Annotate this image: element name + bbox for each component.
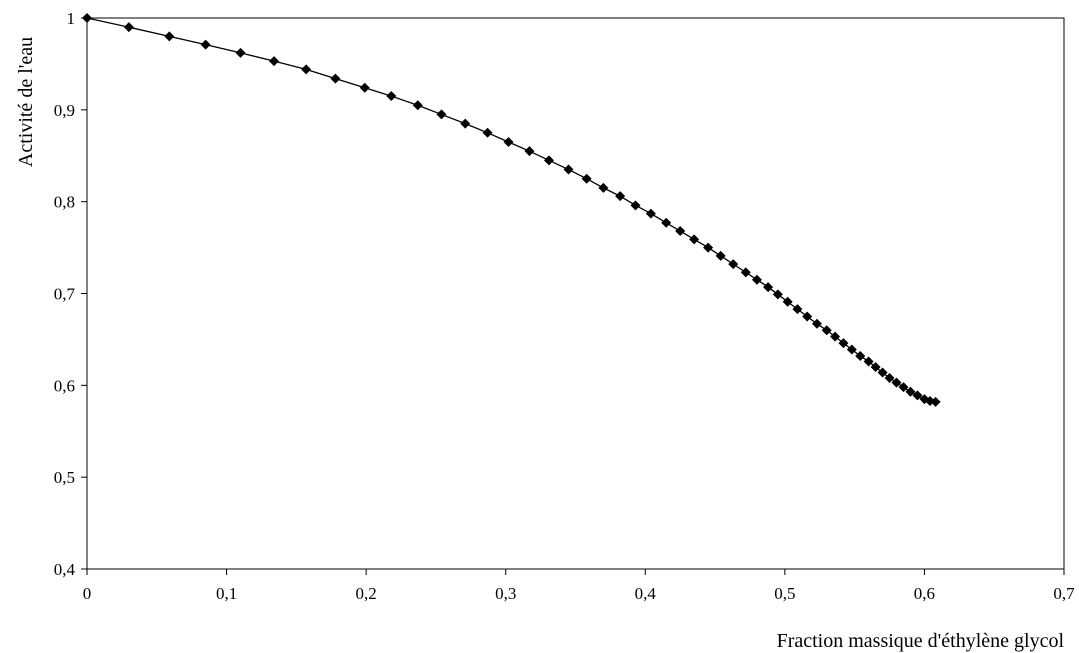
data-point-marker [482, 127, 493, 138]
y-tick-label: 0,9 [54, 101, 75, 120]
data-point-marker [751, 274, 762, 285]
series-markers [82, 13, 941, 407]
plot-area [86, 17, 1065, 570]
y-tick-label: 0,5 [54, 468, 75, 487]
data-point-marker [123, 22, 134, 33]
data-point-marker [689, 234, 700, 245]
data-point-marker [772, 289, 783, 300]
data-point-marker [581, 173, 592, 184]
x-tick-label: 0,5 [774, 584, 795, 603]
data-point-marker [563, 164, 574, 175]
x-tick-label: 0,2 [356, 584, 377, 603]
y-tick-label: 0,8 [54, 193, 75, 212]
data-point-marker [855, 350, 866, 361]
data-point-marker [269, 56, 280, 67]
data-point-marker [891, 377, 902, 388]
data-point-marker [763, 282, 774, 293]
data-point-marker [838, 338, 849, 349]
data-point-marker [661, 217, 672, 228]
data-point-marker [728, 259, 739, 270]
data-point-marker [503, 136, 514, 147]
data-point-marker [615, 191, 626, 202]
data-point-marker [782, 296, 793, 307]
data-point-marker [863, 356, 874, 367]
data-point-marker [386, 91, 397, 102]
x-tick-label: 0 [83, 584, 92, 603]
data-point-marker [675, 226, 686, 237]
data-point-marker [598, 182, 609, 193]
data-point-marker [200, 39, 211, 50]
y-axis-ticks: 0,4 0,5 0,6 0,7 0,8 0,9 1 [54, 9, 87, 579]
data-point-marker [82, 13, 92, 23]
data-point-marker [821, 325, 832, 336]
data-point-marker [846, 344, 857, 355]
data-point-marker [905, 386, 916, 397]
data-point-marker [703, 242, 714, 253]
data-point-marker [898, 382, 909, 393]
data-point-marker [543, 155, 554, 166]
data-point-marker [460, 118, 471, 129]
y-tick-label: 0,7 [54, 285, 76, 304]
data-point-marker [524, 146, 535, 157]
x-axis-ticks: 0 0,1 0,2 0,3 0,4 0,5 0,6 0,7 [83, 569, 1075, 603]
x-tick-label: 0,4 [635, 584, 657, 603]
data-point-marker [359, 82, 370, 93]
x-tick-label: 0,6 [914, 584, 935, 603]
data-point-marker [301, 64, 312, 75]
data-point-marker [235, 47, 246, 58]
data-point-marker [412, 100, 423, 111]
series-line [86, 17, 936, 403]
x-tick-label: 0,7 [1053, 584, 1075, 603]
data-point-marker [715, 250, 726, 261]
y-tick-label: 0,6 [54, 376, 75, 395]
data-point-marker [330, 73, 341, 84]
data-point-marker [630, 200, 641, 211]
data-point-marker [645, 208, 656, 219]
x-tick-label: 0,3 [495, 584, 516, 603]
y-axis-title: Activité de l'eau [15, 37, 37, 167]
data-point-marker [877, 367, 888, 378]
data-point-marker [930, 396, 941, 407]
x-tick-label: 0,1 [216, 584, 237, 603]
data-point-marker [830, 331, 841, 342]
data-point-marker [870, 361, 881, 372]
y-tick-label: 1 [67, 9, 76, 28]
data-point-marker [436, 109, 447, 120]
data-point-marker [740, 267, 751, 278]
data-point-marker [811, 318, 822, 329]
data-point-marker [884, 372, 895, 383]
x-axis-title: Fraction massique d'éthylène glycol [777, 630, 1065, 652]
data-point-marker [164, 31, 175, 42]
y-tick-label: 0,4 [54, 560, 76, 579]
data-point-marker [792, 304, 803, 315]
data-point-marker [802, 311, 813, 322]
data-point-marker [912, 390, 923, 401]
